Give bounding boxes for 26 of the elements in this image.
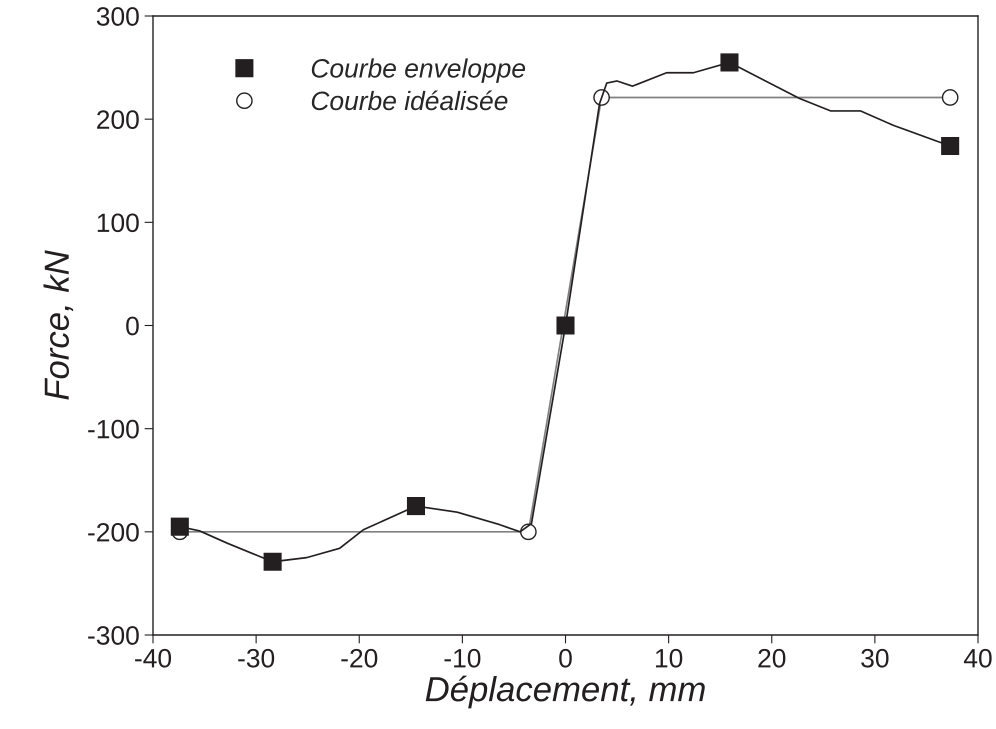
point [264, 552, 282, 571]
y-tick-label: -200 [88, 522, 139, 542]
x-tick-label: 0 [559, 648, 572, 668]
point [941, 136, 960, 156]
point [406, 497, 425, 516]
point [720, 53, 738, 72]
x-tick-label: -20 [341, 648, 378, 668]
y-tick-label: 300 [96, 7, 139, 26]
y-tick-label: 100 [98, 213, 139, 232]
legend-label: Courbe idéalisée [312, 90, 508, 110]
x-tick-label: -10 [444, 648, 480, 668]
y-tick-label: 200 [97, 110, 139, 129]
x-tick-label: 40 [964, 648, 992, 668]
x-tick-label: -40 [135, 648, 172, 668]
x-tick-label: -30 [238, 648, 274, 668]
y-tick-label: 0 [126, 316, 139, 336]
x-tick-label: 20 [758, 648, 786, 668]
y-tick-label: -300 [88, 626, 139, 645]
x-tick-label: 10 [656, 648, 682, 668]
x-tick-label: 30 [861, 648, 889, 668]
legend-label: Courbe enveloppe [312, 58, 526, 83]
y-tick-label: -100 [88, 420, 139, 438]
point [556, 316, 575, 335]
x-axis-title: Déplacement, mm [426, 676, 705, 708]
y-axis-title: Force, kN [44, 250, 74, 400]
point [170, 518, 189, 536]
